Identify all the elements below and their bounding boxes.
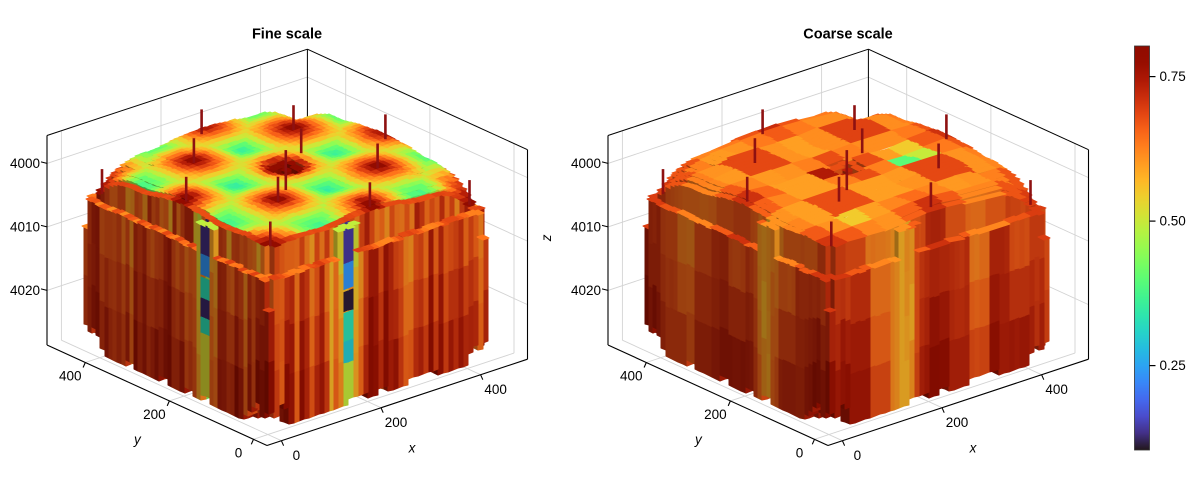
svg-text:Coarse scale: Coarse scale <box>803 27 892 43</box>
svg-text:y: y <box>694 432 703 447</box>
svg-text:z: z <box>539 234 554 242</box>
svg-text:Fine scale: Fine scale <box>252 27 322 43</box>
svg-text:0.50: 0.50 <box>1160 214 1186 229</box>
svg-text:x: x <box>408 441 417 456</box>
svg-text:0: 0 <box>796 445 804 460</box>
svg-text:200: 200 <box>143 407 166 422</box>
svg-text:0.75: 0.75 <box>1160 69 1186 84</box>
svg-text:400: 400 <box>59 369 82 384</box>
svg-text:4020: 4020 <box>10 283 40 298</box>
svg-text:x: x <box>969 441 978 456</box>
svg-text:400: 400 <box>1045 382 1068 397</box>
svg-text:200: 200 <box>385 415 408 430</box>
svg-text:0.25: 0.25 <box>1160 358 1186 373</box>
svg-text:0: 0 <box>293 448 301 463</box>
svg-text:4010: 4010 <box>10 219 40 234</box>
svg-text:400: 400 <box>484 382 507 397</box>
svg-text:0: 0 <box>854 448 862 463</box>
svg-text:4020: 4020 <box>571 283 601 298</box>
svg-text:200: 200 <box>704 407 727 422</box>
svg-text:0: 0 <box>235 445 243 460</box>
svg-text:4000: 4000 <box>571 156 601 171</box>
svg-text:4000: 4000 <box>10 156 40 171</box>
svg-text:400: 400 <box>620 369 643 384</box>
svg-text:4010: 4010 <box>571 219 601 234</box>
svg-text:200: 200 <box>946 415 969 430</box>
svg-text:y: y <box>133 432 142 447</box>
